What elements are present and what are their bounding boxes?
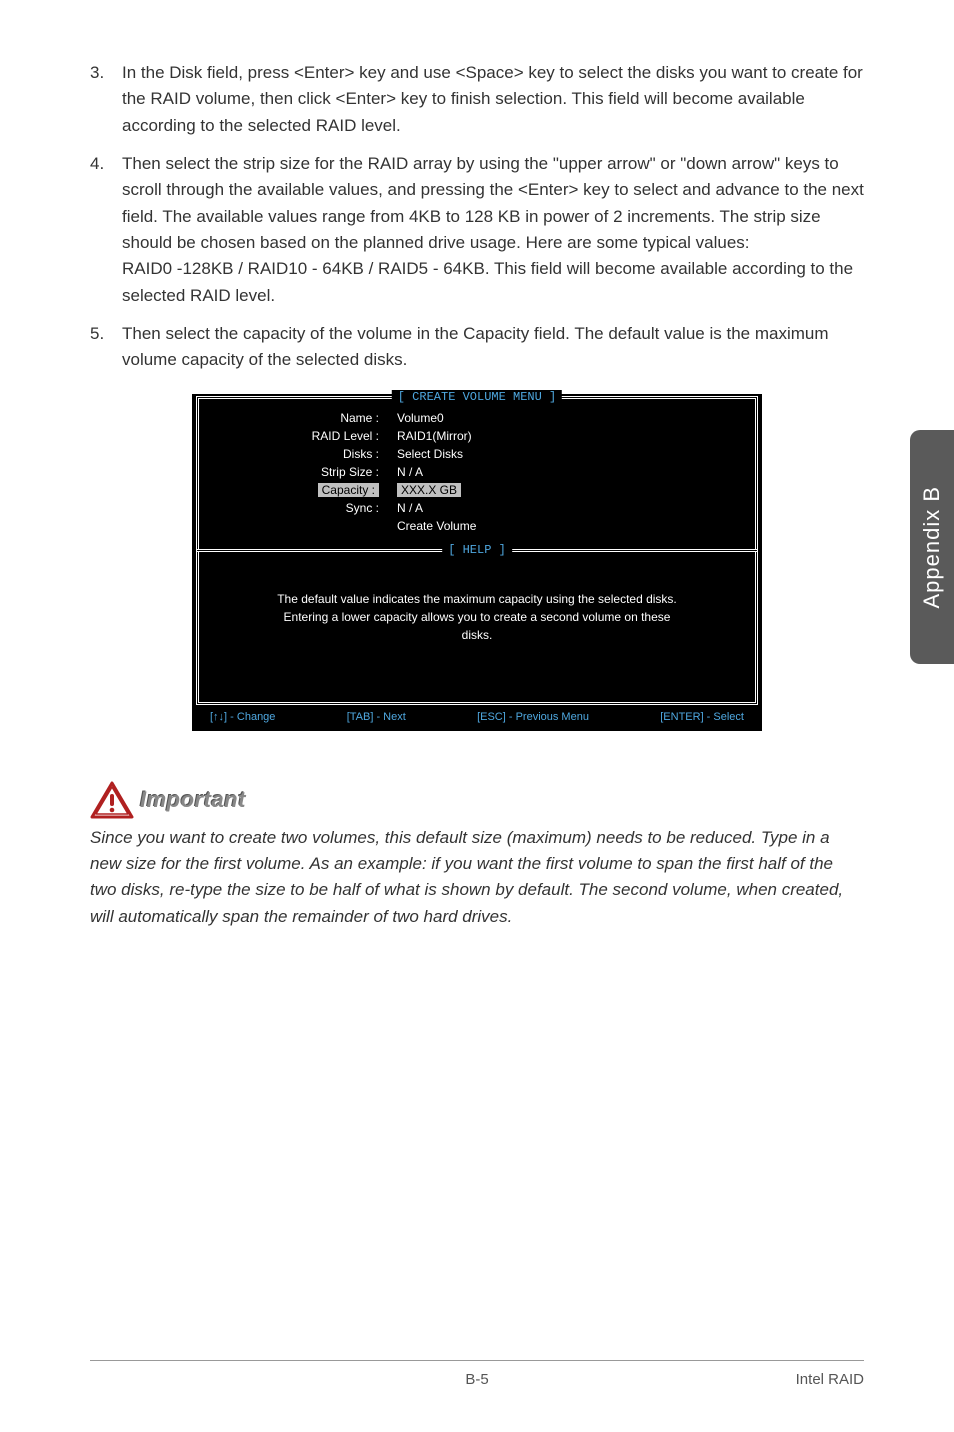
- bios-row: Strip Size : N / A: [217, 463, 737, 481]
- bios-help-text: The default value indicates the maximum …: [227, 580, 727, 654]
- bios-value: XXX.X GB: [397, 481, 737, 499]
- bios-label: [217, 517, 397, 535]
- bios-hint-esc: [ESC] - Previous Menu: [477, 711, 589, 723]
- step-number: 4.: [90, 151, 122, 309]
- side-tab: Appendix B: [910, 430, 954, 664]
- bios-row: Capacity : XXX.X GB: [217, 481, 737, 499]
- bios-value: Volume0: [397, 409, 737, 427]
- important-body: Since you want to create two volumes, th…: [90, 825, 864, 930]
- bios-row: Create Volume: [217, 517, 737, 535]
- step-number: 3.: [90, 60, 122, 139]
- bios-label: Disks :: [217, 445, 397, 463]
- important-header: Important: [90, 781, 864, 819]
- bios-value: N / A: [397, 463, 737, 481]
- step-4: 4. Then select the strip size for the RA…: [90, 151, 864, 309]
- bios-footer: [↑↓] - Change [TAB] - Next [ESC] - Previ…: [196, 705, 758, 727]
- important-label: Important: [140, 787, 246, 813]
- bios-value: Select Disks: [397, 445, 737, 463]
- bios-value: Create Volume: [397, 517, 737, 535]
- step-5: 5. Then select the capacity of the volum…: [90, 321, 864, 374]
- step-text: Then select the strip size for the RAID …: [122, 151, 864, 309]
- bios-frame-title: [ CREATE VOLUME MENU ]: [392, 390, 562, 404]
- step-text: Then select the capacity of the volume i…: [122, 321, 864, 374]
- bios-label: RAID Level :: [217, 427, 397, 445]
- bios-help-frame: [ HELP ] The default value indicates the…: [196, 549, 758, 705]
- step-number: 5.: [90, 321, 122, 374]
- bios-row: Name : Volume0: [217, 409, 737, 427]
- bios-screenshot: [ CREATE VOLUME MENU ] Name : Volume0 RA…: [192, 394, 762, 731]
- footer-section: Intel RAID: [796, 1371, 864, 1388]
- bios-row: Disks : Select Disks: [217, 445, 737, 463]
- warning-icon: [90, 781, 134, 819]
- bios-row: RAID Level : RAID1(Mirror): [217, 427, 737, 445]
- bios-label: Strip Size :: [217, 463, 397, 481]
- bios-label: Sync :: [217, 499, 397, 517]
- bios-value: RAID1(Mirror): [397, 427, 737, 445]
- bios-hint-enter: [ENTER] - Select: [660, 711, 744, 723]
- bios-row: Sync : N / A: [217, 499, 737, 517]
- step-text: In the Disk field, press <Enter> key and…: [122, 60, 864, 139]
- bios-label: Name :: [217, 409, 397, 427]
- important-callout: Important Since you want to create two v…: [90, 781, 864, 930]
- footer-page-number: B-5: [465, 1371, 488, 1388]
- bios-value: N / A: [397, 499, 737, 517]
- bios-help-title: [ HELP ]: [442, 543, 512, 557]
- bios-label: Capacity :: [217, 481, 397, 499]
- side-tab-label: Appendix B: [919, 486, 945, 609]
- bios-hint-change: [↑↓] - Change: [210, 711, 275, 723]
- page-footer: B-5 Intel RAID: [90, 1360, 864, 1388]
- bios-create-volume-frame: [ CREATE VOLUME MENU ] Name : Volume0 RA…: [196, 396, 758, 552]
- step-3: 3. In the Disk field, press <Enter> key …: [90, 60, 864, 139]
- bios-hint-tab: [TAB] - Next: [347, 711, 406, 723]
